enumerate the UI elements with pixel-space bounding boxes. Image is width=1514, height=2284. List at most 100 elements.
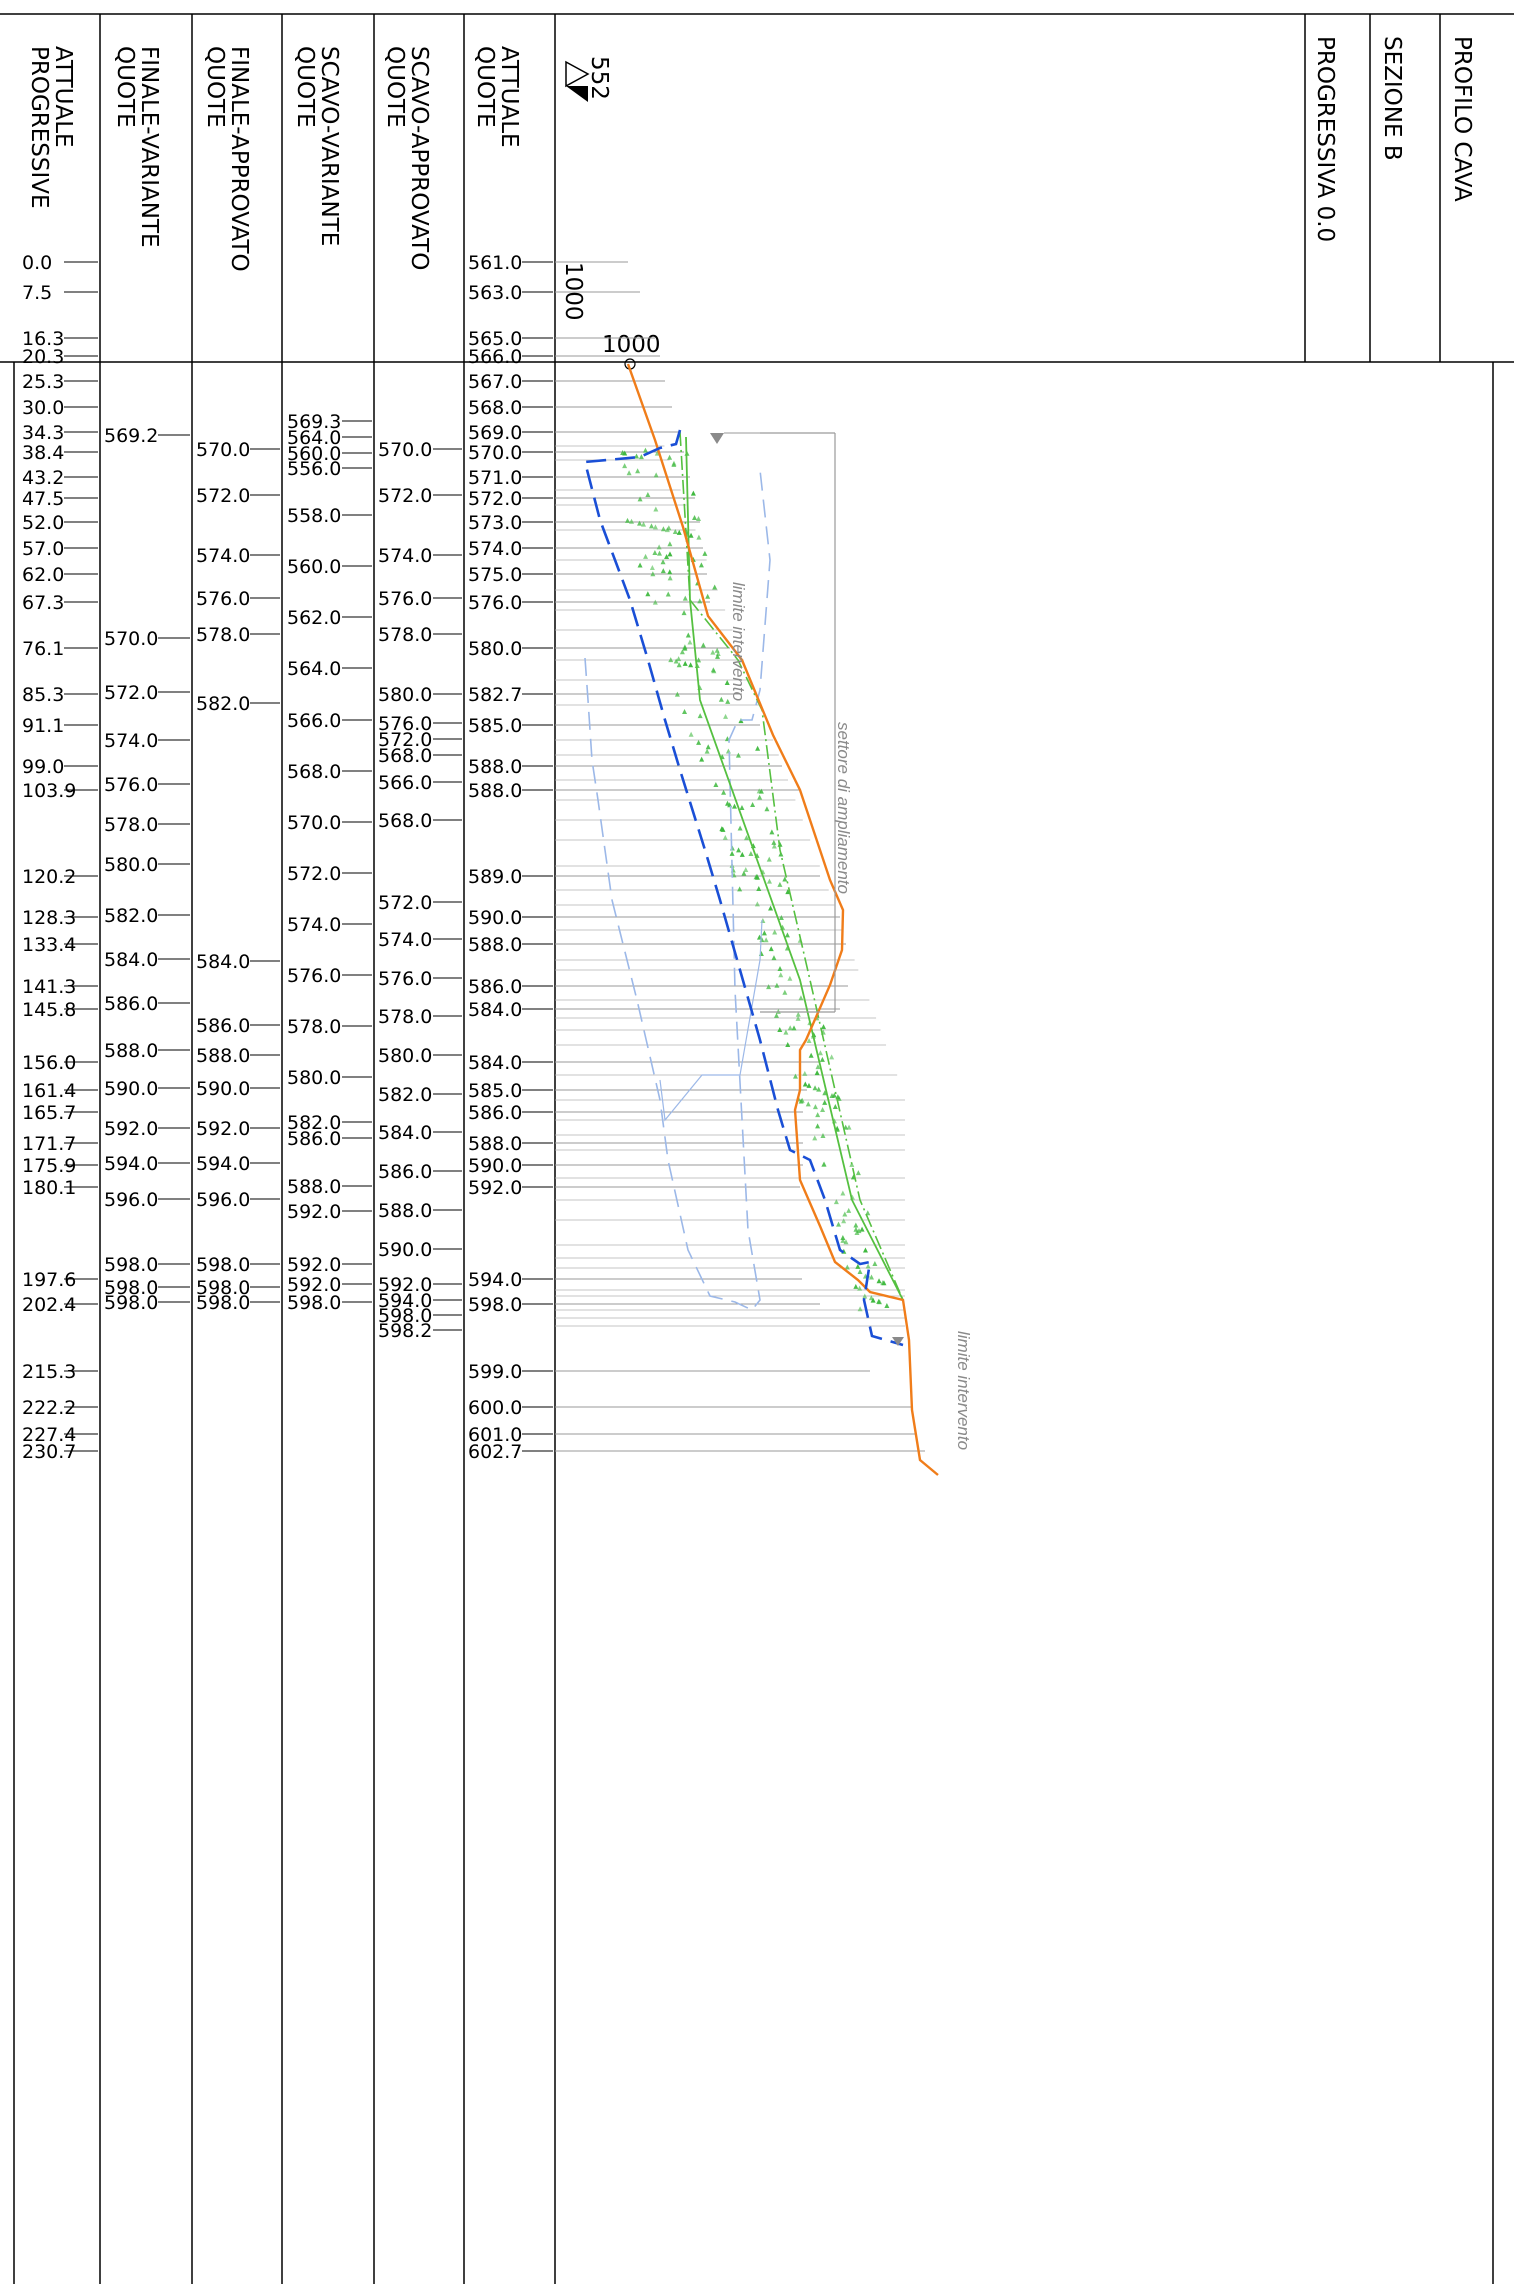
- header-progressive-line1: PROGRESSIVE: [26, 46, 52, 209]
- scavo-variante-value: 568.0: [287, 761, 341, 783]
- hatch-dot: [812, 1135, 818, 1141]
- hatch-dot: [698, 562, 704, 568]
- hatch-dot: [820, 1106, 826, 1112]
- scavo-approvato-value: 572.0: [378, 485, 432, 507]
- scavo-approvato-value: 570.0: [378, 439, 432, 461]
- progressive-value: 165.7: [22, 1102, 76, 1124]
- limite-intervento-top-label: limite intervento: [729, 582, 748, 701]
- datum-level: 552: [586, 56, 612, 100]
- hatch-dot: [688, 662, 694, 668]
- title-profilo: PROFILO CAVA: [1449, 36, 1475, 202]
- progressive-value: 103.9: [22, 780, 76, 802]
- finale-variante-value: 582.0: [104, 905, 158, 927]
- attuale-value: 590.0: [468, 907, 522, 929]
- progressive-value: 202.4: [22, 1294, 76, 1316]
- hatch-dot: [820, 1132, 826, 1138]
- progressive-value: 133.4: [22, 934, 76, 956]
- header-finale-approvato-line2: FINALE-APPROVATO: [226, 46, 252, 272]
- attuale-value: 563.0: [468, 282, 522, 304]
- header-finale-variante-line1: QUOTE: [112, 46, 138, 128]
- hatch-dot: [695, 515, 701, 521]
- progressive-value: 91.1: [22, 715, 64, 737]
- finale-approvato-value: 592.0: [196, 1118, 250, 1140]
- scavo-variante-value: 592.0: [287, 1254, 341, 1276]
- progressive-value: 120.2: [22, 866, 76, 888]
- attuale-value: 600.0: [468, 1397, 522, 1419]
- attuale-value: 585.0: [468, 715, 522, 737]
- hatch-dot: [653, 472, 659, 478]
- finale-variante-value: 586.0: [104, 993, 158, 1015]
- hatch-dot: [667, 454, 673, 460]
- progressive-value: 7.5: [22, 282, 52, 304]
- progressive-value: 34.3: [22, 422, 64, 444]
- hatch-dot: [712, 584, 718, 590]
- header-progressive-line2: ATTUALE: [50, 46, 76, 148]
- hatch-dot: [843, 1239, 849, 1245]
- hatch-dot: [634, 453, 640, 459]
- finale-approvato-value: 570.0: [196, 439, 250, 461]
- hatch-dot: [884, 1303, 890, 1309]
- finale-approvato-value: 598.0: [196, 1254, 250, 1276]
- attuale-value: 569.0: [468, 422, 522, 444]
- hatch-dot: [643, 553, 649, 559]
- hatch-dot: [799, 1097, 805, 1103]
- hatch-dot: [681, 610, 687, 616]
- hatch-dot: [626, 470, 632, 476]
- progressive-value: 38.4: [22, 442, 64, 464]
- scavo-variante-value: 569.3: [287, 411, 341, 433]
- hatch-dot: [872, 1261, 878, 1267]
- hatch-dot: [722, 834, 728, 840]
- hatch-dot: [719, 826, 725, 832]
- hatch-dot: [840, 1190, 846, 1196]
- hatch-dot: [778, 914, 784, 920]
- finale-approvato-value: 586.0: [196, 1015, 250, 1037]
- hatch-dot: [802, 1070, 808, 1076]
- hatch-dot: [652, 524, 658, 530]
- datum-marker: 552 1000 1000: [560, 56, 661, 370]
- hatch-dot: [766, 878, 772, 884]
- header-finale-approvato-line1: QUOTE: [202, 46, 228, 128]
- scavo-variante-value: 570.0: [287, 812, 341, 834]
- attuale-value: 584.0: [468, 1052, 522, 1074]
- hatch-dot: [688, 532, 694, 538]
- hatch-dot: [660, 559, 666, 565]
- hatch-dot: [868, 1274, 874, 1280]
- hatch-dot: [667, 575, 673, 581]
- attuale-value: 565.0: [468, 328, 522, 350]
- scavo-approvato-value: 574.0: [378, 545, 432, 567]
- hatch-dot: [833, 1199, 839, 1205]
- hatch-dot: [840, 1235, 846, 1241]
- hatch-dot: [700, 642, 706, 648]
- variant-excavation-profile: [583, 429, 904, 1347]
- scavo-approvato-value: 582.0: [378, 1084, 432, 1106]
- hatch-dot: [713, 782, 719, 788]
- finale-variante-value: 598.0: [104, 1277, 158, 1299]
- column-scavo-approvato: 570.0572.0574.0576.0578.0580.0576.0572.0…: [378, 439, 462, 1342]
- finale-variante-value: 592.0: [104, 1118, 158, 1140]
- hatch-dot: [652, 549, 658, 555]
- progressive-value: 161.4: [22, 1080, 76, 1102]
- finale-approvato-value: 598.0: [196, 1277, 250, 1299]
- hatch-dot: [836, 1221, 842, 1227]
- datum-filled-triangle-icon: [566, 86, 588, 102]
- hatch-dot: [849, 1161, 855, 1167]
- hatch-dot: [853, 1283, 859, 1289]
- finale-approvato-value: 594.0: [196, 1153, 250, 1175]
- scavo-approvato-value: 574.0: [378, 929, 432, 951]
- scavo-approvato-value: 598.2: [378, 1320, 432, 1342]
- hatch-dot: [674, 691, 680, 697]
- hatch-dot: [782, 876, 788, 882]
- scavo-approvato-value: 572.0: [378, 892, 432, 914]
- title-sezione: SEZIONE B: [1379, 36, 1405, 161]
- attuale-value: 599.0: [468, 1361, 522, 1383]
- hatch-dot: [771, 843, 777, 849]
- hatch-dot: [731, 803, 737, 809]
- finale-approvato-value: 584.0: [196, 951, 250, 973]
- limite-intervento-bottom: limite intervento: [892, 1331, 973, 1450]
- hatch-dot: [785, 889, 791, 895]
- scavo-approvato-value: 576.0: [378, 968, 432, 990]
- hatch-dot: [743, 867, 749, 873]
- scavo-variante-value: 574.0: [287, 914, 341, 936]
- hatch-dot: [676, 662, 682, 668]
- attuale-value: 570.0: [468, 442, 522, 464]
